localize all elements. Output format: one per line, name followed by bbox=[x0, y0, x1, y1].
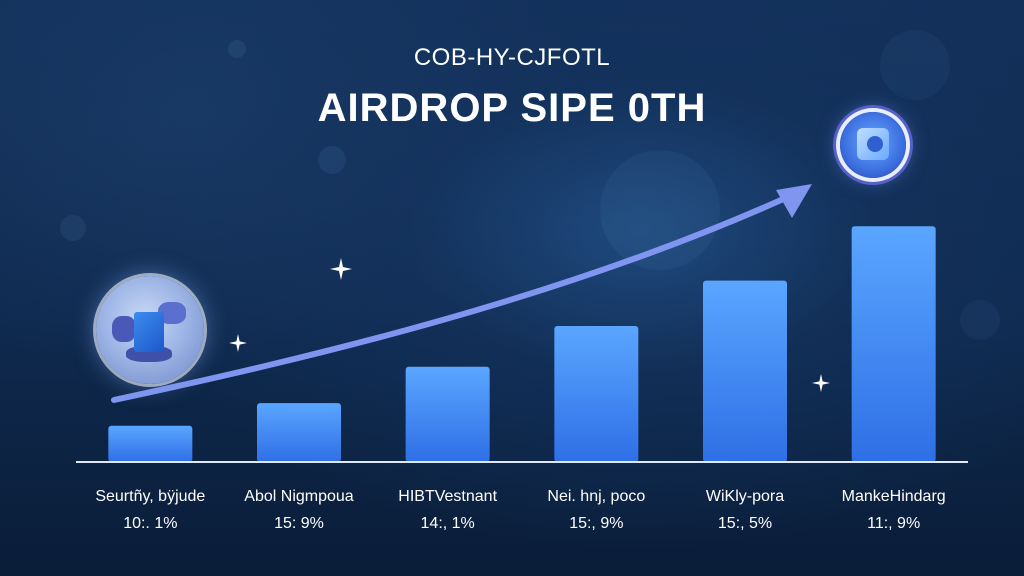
value-label: 15:, 5% bbox=[717, 515, 773, 532]
globe-cube-badge-icon bbox=[96, 276, 204, 384]
category-label: Nei. hnj, poco bbox=[547, 488, 646, 505]
bar-4 bbox=[703, 280, 787, 462]
sparkle-icon bbox=[812, 374, 830, 392]
chart-subtitle: COB-HY-CJFOTL bbox=[413, 44, 611, 71]
value-label: 15: 9% bbox=[274, 515, 324, 532]
category-label: HIBTVestnant bbox=[398, 488, 498, 505]
bar-2 bbox=[405, 366, 490, 462]
value-label: 15:, 9% bbox=[569, 515, 624, 532]
category-label: Seurtñy, bÿjude bbox=[95, 488, 206, 505]
value-label: 10:. 1% bbox=[123, 515, 178, 532]
category-label: MankeHindarg bbox=[841, 488, 946, 505]
chart-title: AIRDROP SIPE 0TH bbox=[317, 86, 707, 130]
bar-0 bbox=[108, 425, 193, 462]
category-label: WiKly-pora bbox=[705, 488, 785, 505]
value-label: 11:, 9% bbox=[867, 515, 921, 532]
bokeh-decoration bbox=[960, 300, 1000, 340]
bar-1 bbox=[257, 403, 341, 462]
bokeh-decoration bbox=[880, 30, 950, 100]
bokeh-decoration bbox=[228, 40, 246, 58]
bar-3 bbox=[554, 326, 639, 462]
trend-arrow-line bbox=[111, 193, 793, 403]
value-label: 14:, 1% bbox=[420, 515, 475, 532]
bokeh-decoration bbox=[318, 146, 346, 174]
sparkle-icon bbox=[229, 334, 247, 352]
bokeh-decoration bbox=[60, 215, 86, 241]
crypto-coin-badge-icon bbox=[840, 112, 906, 178]
category-label: Abol Nigmpoua bbox=[244, 488, 354, 505]
bar-5 bbox=[851, 226, 936, 462]
sparkle-icon bbox=[330, 258, 352, 280]
trend-arrow-head bbox=[776, 184, 812, 218]
